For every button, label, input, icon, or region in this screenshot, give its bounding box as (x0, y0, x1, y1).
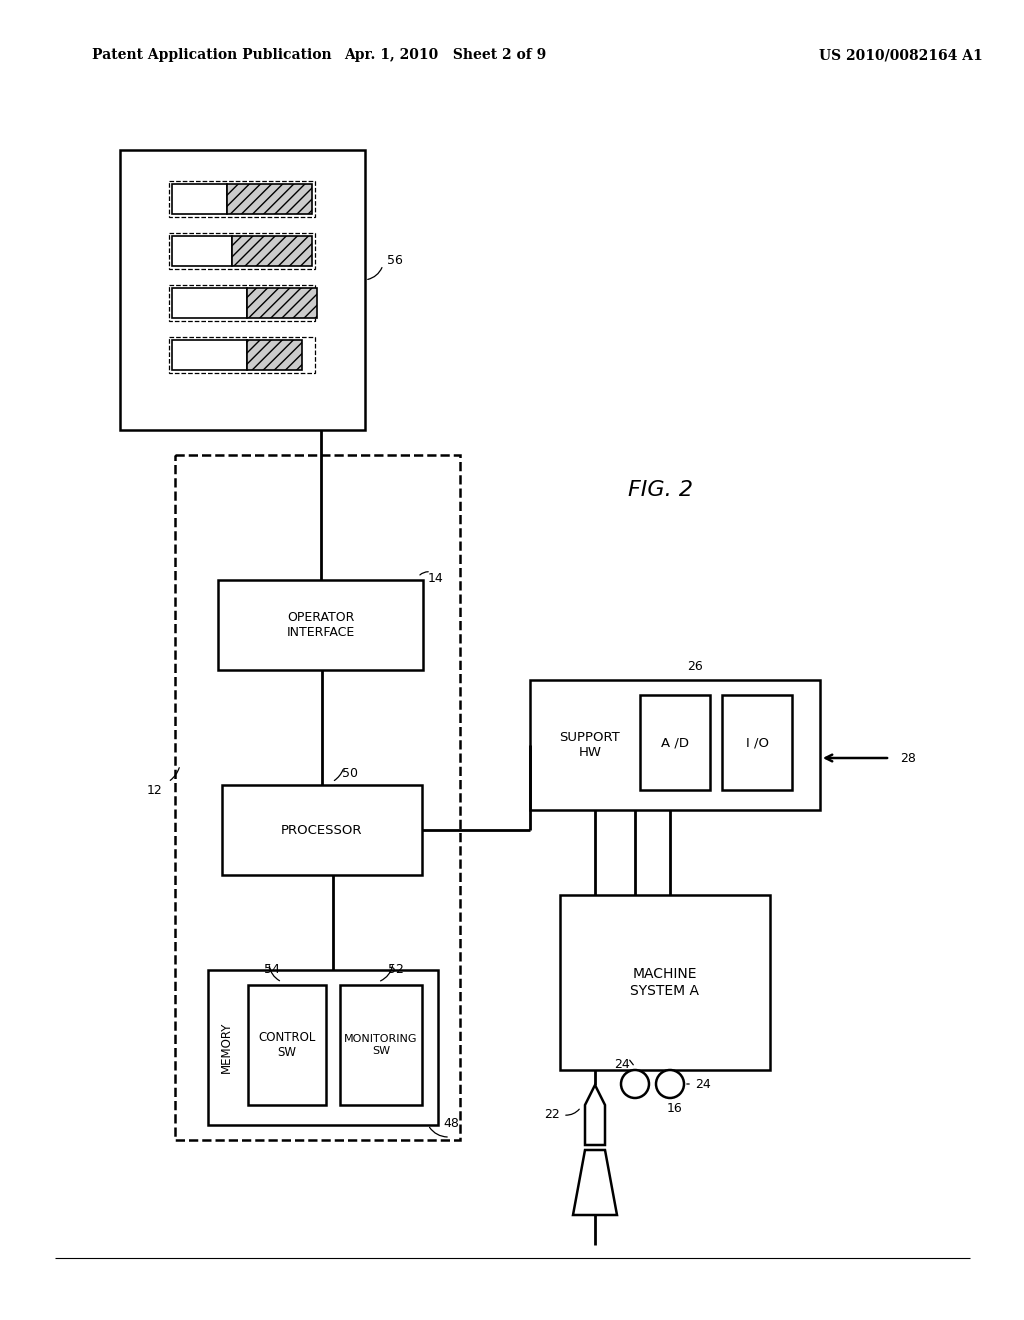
Text: 56: 56 (387, 253, 402, 267)
Bar (120, 150, 365, 430)
Bar (172, 341, 247, 370)
Text: 14: 14 (428, 572, 443, 585)
Circle shape (621, 1071, 649, 1098)
Text: Patent Application Publication: Patent Application Publication (92, 49, 332, 62)
Text: SUPPORT
HW: SUPPORT HW (560, 731, 621, 759)
Bar (175, 455, 460, 1140)
Text: 54: 54 (264, 964, 280, 975)
Text: CONTROL
SW: CONTROL SW (258, 1031, 315, 1059)
Text: OPERATOR
INTERFACE: OPERATOR INTERFACE (287, 611, 354, 639)
Bar (169, 285, 315, 321)
Bar (530, 680, 820, 810)
Bar (218, 579, 423, 671)
Text: I /O: I /O (745, 737, 768, 748)
Bar (222, 785, 422, 875)
Text: 12: 12 (146, 784, 162, 796)
Text: 28: 28 (900, 751, 915, 764)
Circle shape (656, 1071, 684, 1098)
Text: 24: 24 (695, 1077, 711, 1090)
Text: 22: 22 (544, 1109, 560, 1122)
Text: MEMORY: MEMORY (219, 1022, 232, 1073)
Text: 50: 50 (342, 767, 358, 780)
Text: MONITORING
SW: MONITORING SW (344, 1034, 418, 1056)
Bar (248, 985, 326, 1105)
Text: 26: 26 (687, 660, 702, 673)
Text: PROCESSOR: PROCESSOR (282, 824, 362, 837)
Text: 48: 48 (443, 1117, 459, 1130)
Bar (227, 183, 312, 214)
Bar (722, 696, 792, 789)
Text: US 2010/0082164 A1: US 2010/0082164 A1 (819, 49, 983, 62)
Bar (560, 895, 770, 1071)
Text: Apr. 1, 2010   Sheet 2 of 9: Apr. 1, 2010 Sheet 2 of 9 (344, 49, 547, 62)
Bar (232, 236, 312, 267)
Text: 24: 24 (614, 1059, 630, 1071)
Bar (169, 337, 315, 374)
Polygon shape (585, 1085, 605, 1144)
Bar (208, 970, 438, 1125)
Bar (172, 288, 247, 318)
Text: 52: 52 (388, 964, 403, 975)
Text: MACHINE
SYSTEM A: MACHINE SYSTEM A (631, 968, 699, 998)
Bar (169, 234, 315, 269)
Bar (172, 236, 232, 267)
Bar (340, 985, 422, 1105)
Bar (640, 696, 710, 789)
Bar (247, 288, 317, 318)
Text: A /D: A /D (662, 737, 689, 748)
Text: FIG. 2: FIG. 2 (628, 480, 692, 500)
Bar (172, 183, 227, 214)
Bar (247, 341, 302, 370)
Polygon shape (573, 1150, 617, 1214)
Text: 16: 16 (667, 1101, 683, 1114)
Bar (169, 181, 315, 216)
